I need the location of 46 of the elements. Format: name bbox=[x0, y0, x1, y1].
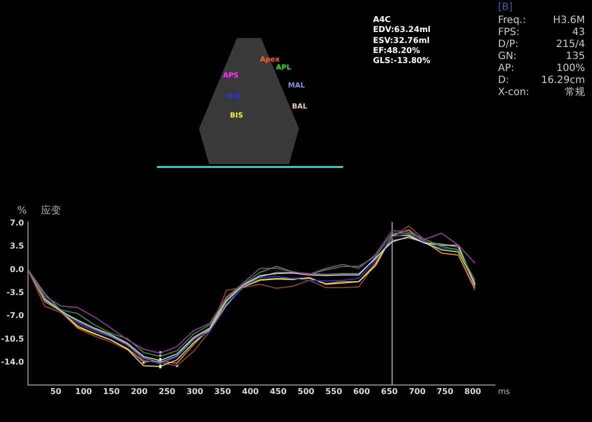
x-tick-label: 250 bbox=[158, 386, 176, 396]
y-axis-title: % bbox=[17, 206, 27, 217]
text: 常规 bbox=[565, 87, 585, 98]
x-tick-label: 200 bbox=[130, 386, 148, 396]
x-tick-label: 700 bbox=[408, 386, 426, 396]
chart-title: 应变 bbox=[41, 204, 61, 217]
x-tick-label: 450 bbox=[270, 386, 287, 396]
text: H3.6M bbox=[552, 15, 585, 26]
text: X-con: bbox=[498, 87, 530, 98]
x-tick-label: 400 bbox=[242, 386, 260, 396]
text: A4C bbox=[373, 15, 391, 24]
text: GLS:-13.80% bbox=[373, 56, 430, 66]
x-tick-label: 500 bbox=[298, 386, 315, 396]
text: 43 bbox=[572, 27, 585, 38]
y-tick-label: -3.5 bbox=[6, 288, 24, 297]
text: Freq.: bbox=[498, 15, 526, 26]
x-tick-label: 550 bbox=[325, 386, 343, 396]
text: 215/4 bbox=[556, 39, 585, 50]
y-tick-label: -10.5 bbox=[0, 334, 24, 344]
text: 16.29cm bbox=[541, 75, 585, 86]
x-tick-label: 100 bbox=[75, 386, 92, 396]
text: GN: bbox=[498, 51, 517, 62]
y-tick-label: 7.0 bbox=[10, 218, 24, 228]
text: EDV:63.24ml bbox=[373, 25, 431, 34]
y-tick-label: 0.0 bbox=[10, 264, 24, 274]
x-tick-label: 800 bbox=[464, 386, 482, 396]
x-tick-label: 750 bbox=[436, 386, 454, 396]
x-axis-title: ms bbox=[498, 387, 510, 396]
text: D/P: bbox=[498, 39, 518, 50]
text: 100% bbox=[556, 63, 585, 74]
x-tick-label: 50 bbox=[50, 386, 62, 396]
text: EF:48.20% bbox=[373, 46, 420, 55]
text: 135 bbox=[566, 51, 585, 62]
x-tick-label: 600 bbox=[353, 386, 370, 396]
text: FPS: bbox=[498, 27, 520, 38]
x-tick-label: 350 bbox=[214, 386, 232, 396]
text: D: bbox=[498, 75, 510, 86]
x-tick-label: 650 bbox=[381, 386, 398, 396]
x-tick-label: 300 bbox=[186, 386, 204, 396]
y-tick-label: -7.0 bbox=[6, 311, 24, 320]
text: [B] bbox=[498, 2, 513, 13]
y-tick-label: -14.0 bbox=[0, 358, 24, 367]
text: ESV:32.76ml bbox=[373, 36, 430, 45]
x-tick-label: 150 bbox=[103, 386, 120, 396]
text: AP: bbox=[498, 63, 514, 74]
y-tick-label: 3.5 bbox=[10, 242, 24, 251]
